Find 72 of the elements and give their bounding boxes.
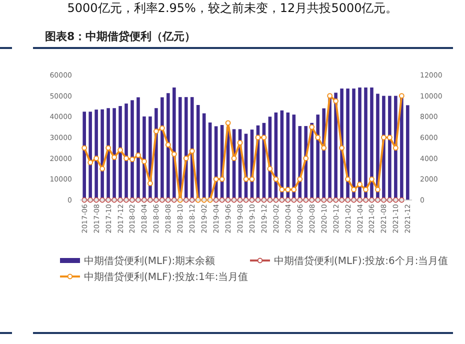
point xyxy=(94,156,100,162)
point xyxy=(231,156,237,162)
bar xyxy=(124,104,128,200)
point xyxy=(255,134,261,140)
bar xyxy=(364,88,368,200)
point xyxy=(345,176,350,182)
bar xyxy=(352,88,356,200)
point xyxy=(285,186,291,192)
point xyxy=(392,145,398,151)
bar xyxy=(160,97,164,200)
point xyxy=(183,156,189,162)
point xyxy=(153,128,159,134)
point xyxy=(267,166,273,172)
bar xyxy=(358,88,362,200)
text: 5000亿元，利率2.95%，较之前未变，12月共投5000亿元。 xyxy=(67,1,398,15)
point xyxy=(237,140,243,146)
point xyxy=(118,147,123,153)
point xyxy=(327,93,333,99)
point xyxy=(273,176,279,182)
point xyxy=(351,186,356,192)
point xyxy=(303,156,309,162)
point xyxy=(398,93,404,99)
bar xyxy=(388,96,392,200)
point xyxy=(243,176,249,182)
point xyxy=(309,124,315,130)
bar xyxy=(316,114,320,200)
point xyxy=(171,151,177,157)
point xyxy=(261,134,267,140)
bar xyxy=(406,105,410,200)
point xyxy=(88,160,94,166)
point xyxy=(279,186,285,192)
point xyxy=(333,98,339,104)
point xyxy=(315,134,321,140)
point xyxy=(124,156,129,162)
chart-title: 图表8：中期借贷便利（亿元） xyxy=(45,30,196,43)
point xyxy=(386,134,392,140)
point xyxy=(142,158,147,164)
point xyxy=(381,134,386,140)
bar xyxy=(94,110,98,200)
point xyxy=(82,145,88,151)
bar xyxy=(136,97,140,200)
point xyxy=(106,145,111,151)
legend-label: 中期借贷便利(MLF):期末余额 xyxy=(84,255,216,267)
point xyxy=(357,182,362,188)
point xyxy=(321,145,327,151)
point xyxy=(339,145,344,151)
point xyxy=(130,156,135,162)
bar xyxy=(370,88,374,200)
bar xyxy=(112,108,116,200)
point xyxy=(363,186,368,192)
legend-label: 中期借贷便利(MLF):投放:1年:当月值 xyxy=(84,271,248,283)
point xyxy=(136,152,141,158)
point xyxy=(148,180,153,186)
bar xyxy=(88,112,92,200)
point xyxy=(159,125,165,131)
legend-label: 中期借贷便利(MLF):投放:6个月:当月值 xyxy=(274,255,448,267)
point xyxy=(369,176,374,182)
point xyxy=(375,186,380,192)
point xyxy=(291,186,297,192)
bar xyxy=(166,93,170,200)
point xyxy=(165,142,171,148)
point xyxy=(213,176,219,182)
bar xyxy=(118,106,122,200)
point xyxy=(225,120,231,126)
point xyxy=(100,166,106,172)
point xyxy=(112,154,117,160)
point xyxy=(297,176,303,182)
point xyxy=(219,176,225,182)
point xyxy=(189,148,195,154)
point xyxy=(249,176,255,182)
bar xyxy=(82,112,86,200)
bar xyxy=(130,100,134,200)
